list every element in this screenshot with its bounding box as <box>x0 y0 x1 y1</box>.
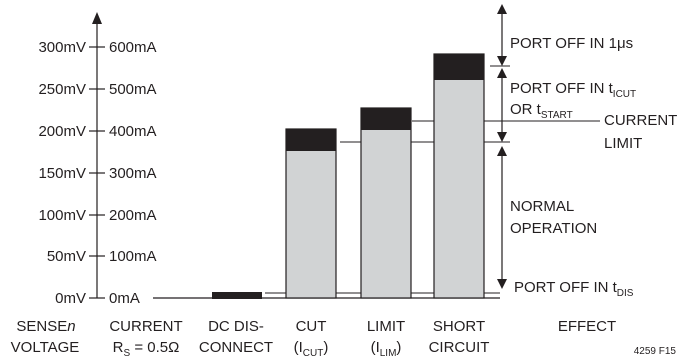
effect-label-normal-2: OPERATION <box>510 220 597 237</box>
mv-tick-label: 300mV <box>38 39 86 56</box>
ma-tick-label: 0mA <box>109 290 140 307</box>
bottom-labels: SENSEn VOLTAGE CURRENT RS = 0.5Ω DC DIS-… <box>11 318 616 358</box>
short-label-2: CIRCUIT <box>429 339 490 356</box>
figure-id: 4259 F15 <box>634 346 677 357</box>
mv-tick-label: 50mV <box>47 248 86 265</box>
effect-header-label: EFFECT <box>558 318 616 335</box>
effect-label-off-tcut: PORT OFF IN tICUT <box>510 80 636 100</box>
cut-label-2: (ICUT) <box>294 339 329 358</box>
dc-disconnect-label-1: DC DIS- <box>208 318 264 335</box>
rs-label: RS = 0.5Ω <box>113 339 180 358</box>
mv-tick-label: 250mV <box>38 81 86 98</box>
ma-tick-label: 200mA <box>109 207 157 224</box>
vertical-axis <box>92 12 102 298</box>
ma-tick-label: 300mA <box>109 165 157 182</box>
limit-label-1: LIMIT <box>367 318 405 335</box>
ma-tick-label: 400mA <box>109 123 157 140</box>
mv-tick-label: 0mV <box>55 290 86 307</box>
current-label: CURRENT <box>109 318 182 335</box>
effect-arrows <box>497 4 507 289</box>
mv-tick-labels: 300mV 250mV 200mV 150mV 100mV 50mV 0mV <box>38 39 86 307</box>
tick-marks <box>89 46 105 299</box>
effect-label-or-tstart: OR tSTART <box>510 101 573 121</box>
dc-disconnect-bar <box>212 292 262 299</box>
cut-bar <box>285 128 337 299</box>
voltage-label: VOLTAGE <box>11 339 80 356</box>
cut-label-1: CUT <box>296 318 327 335</box>
effect-label-current-limit-1: CURRENT <box>604 112 677 129</box>
short-circuit-bar <box>433 53 485 299</box>
ma-tick-label: 100mA <box>109 248 157 265</box>
ma-tick-labels: 600mA 500mA 400mA 300mA 200mA 100mA 0mA <box>109 39 157 307</box>
effect-label-normal-1: NORMAL <box>510 198 574 215</box>
effect-label-off-tdis: PORT OFF IN tDIS <box>514 279 634 299</box>
effect-label-current-limit-2: LIMIT <box>604 135 642 152</box>
limit-bar <box>360 107 412 299</box>
short-label-1: SHORT <box>433 318 485 335</box>
ma-tick-label: 500mA <box>109 81 157 98</box>
mv-tick-label: 100mV <box>38 207 86 224</box>
sense-label: SENSEn <box>16 318 75 335</box>
mv-tick-label: 200mV <box>38 123 86 140</box>
limit-label-2: (ILIM) <box>371 339 402 358</box>
effect-label-off-1us: PORT OFF IN 1μs <box>510 35 633 52</box>
mv-tick-label: 150mV <box>38 165 86 182</box>
dc-disconnect-label-2: CONNECT <box>199 339 273 356</box>
ma-tick-label: 600mA <box>109 39 157 56</box>
